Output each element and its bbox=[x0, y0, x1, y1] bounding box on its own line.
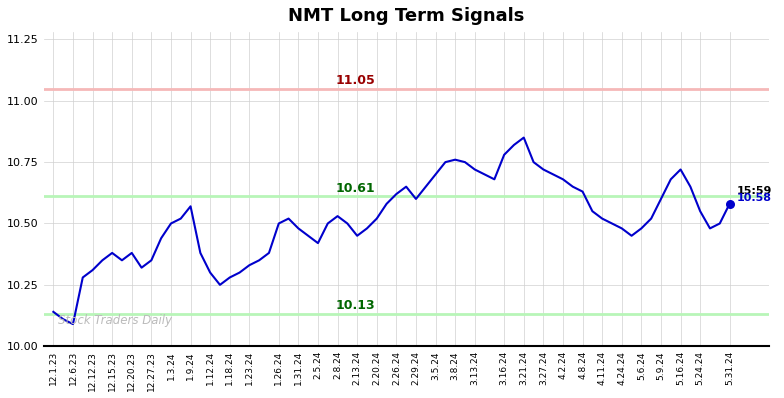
Text: 10.13: 10.13 bbox=[336, 299, 375, 312]
Text: 11.05: 11.05 bbox=[336, 74, 375, 87]
Point bbox=[724, 201, 736, 207]
Text: 10.61: 10.61 bbox=[336, 181, 375, 195]
Text: 15:59: 15:59 bbox=[736, 186, 771, 196]
Text: 10.58: 10.58 bbox=[736, 193, 771, 203]
Title: NMT Long Term Signals: NMT Long Term Signals bbox=[288, 7, 524, 25]
Text: Stock Traders Daily: Stock Traders Daily bbox=[58, 314, 172, 327]
